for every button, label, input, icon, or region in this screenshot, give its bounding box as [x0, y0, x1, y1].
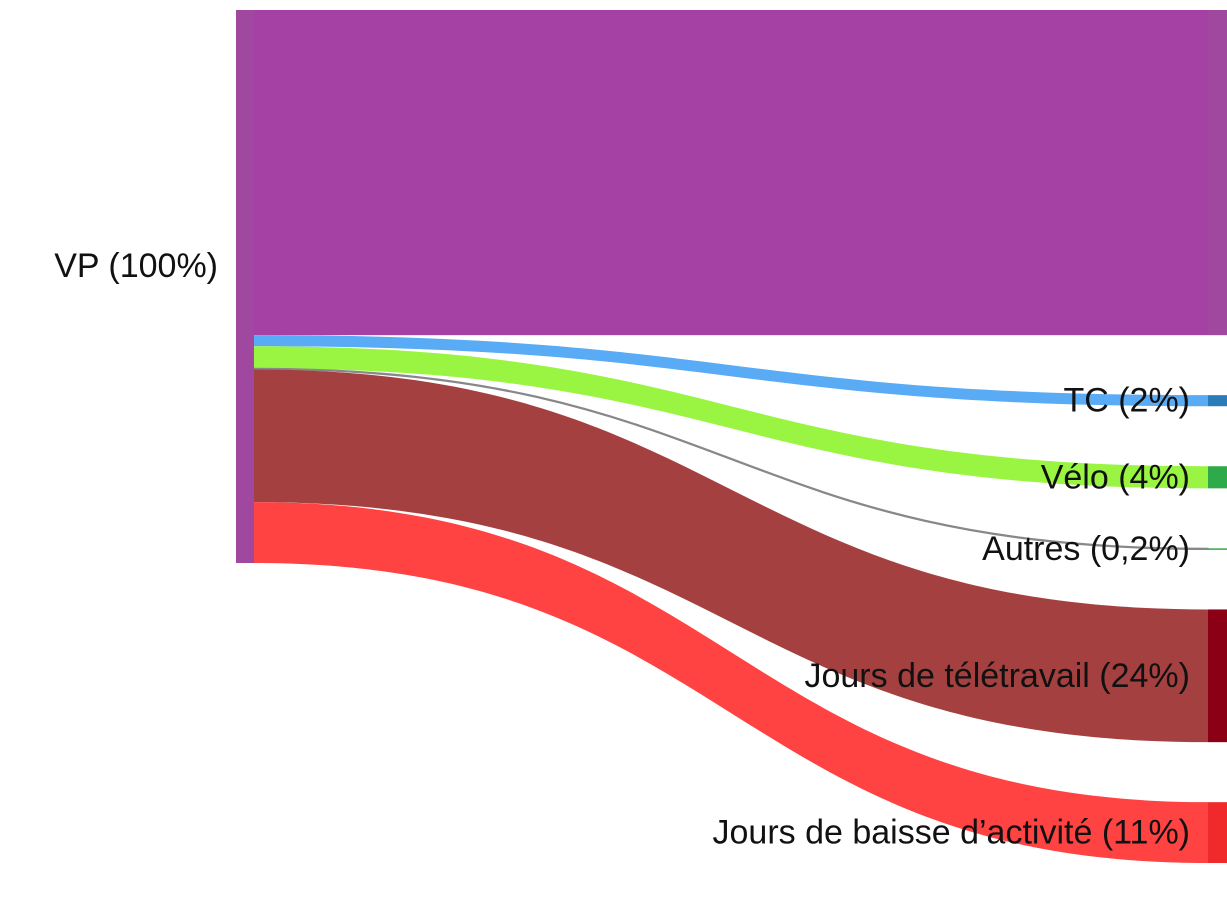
flow-link: [254, 10, 1208, 336]
target-node: [1208, 395, 1227, 407]
target-node: [1208, 10, 1227, 336]
flow-link: [254, 335, 1208, 407]
flow-link: [254, 369, 1208, 743]
target-label: Jours de baisse d’activité (11%): [713, 814, 1190, 852]
target-node: [1208, 609, 1227, 743]
target-label: Jours de télétravail (24%): [804, 657, 1190, 695]
target-label: Autres (0,2%): [982, 530, 1190, 568]
target-label: Vélo (4%): [1041, 458, 1190, 496]
flow-link: [254, 346, 1208, 489]
target-node: [1208, 548, 1227, 550]
target-label: TC (2%): [1063, 382, 1190, 420]
target-node: [1208, 802, 1227, 863]
target-node: [1208, 466, 1227, 489]
source-label: VP (100%): [54, 247, 218, 285]
flow-link: [254, 502, 1208, 863]
source-node: [236, 10, 254, 563]
